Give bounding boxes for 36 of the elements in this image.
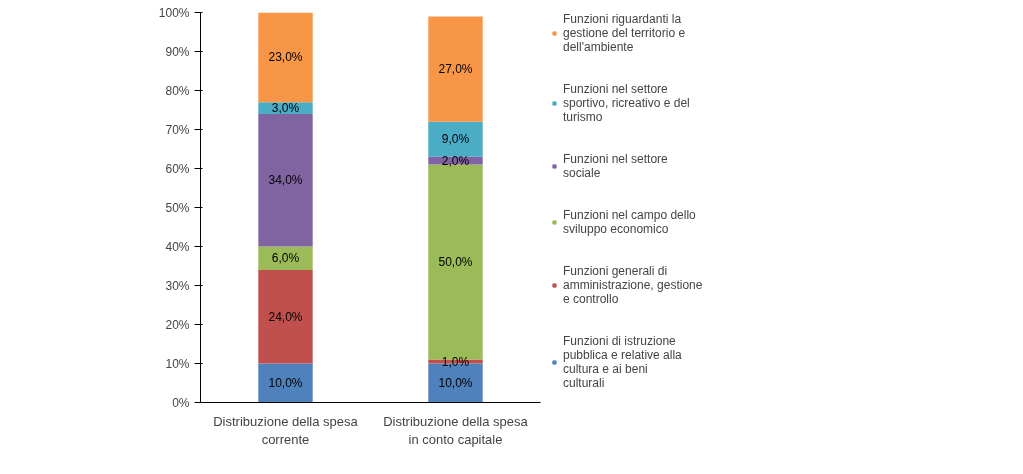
y-tick-label: 40% — [165, 239, 190, 254]
data-label: 50,0% — [438, 255, 473, 270]
y-tick-label: 10% — [165, 356, 190, 371]
y-tick-label: 70% — [165, 122, 190, 137]
y-tick-label: 0% — [172, 395, 190, 410]
data-label: 23,0% — [268, 50, 303, 65]
y-tick-label: 80% — [165, 83, 190, 98]
data-label: 6,0% — [271, 251, 300, 266]
x-tick-label: Distribuzione della spesa corrente — [213, 413, 359, 447]
data-label: 10,0% — [438, 376, 473, 390]
legend-label: Funzioni nel settore sociale — [563, 152, 668, 180]
y-tick-label: 100% — [158, 5, 190, 20]
y-tick-label: 20% — [165, 317, 190, 332]
legend-label: Funzioni di istruzione pubblica e relative alla cultura e ai beni culturali — [563, 334, 682, 390]
data-label: 10,0% — [268, 376, 303, 390]
legend-label: Funzioni riguardanti la gestione del territorio e dell'ambiente — [563, 12, 686, 54]
data-label: 27,0% — [438, 62, 473, 77]
bar — [428, 121, 483, 157]
bar — [258, 363, 313, 403]
x-tick-label: Distribuzione della spesa in conto capitale — [383, 413, 529, 447]
data-label: 2,0% — [441, 153, 470, 168]
bar — [428, 16, 483, 122]
legend-label: Funzioni generali di amministrazione, gestione e controllo — [563, 264, 703, 306]
legend-label: Funzioni nel settore sportivo, ricreativo e del turismo — [563, 82, 690, 124]
data-label: 3,0% — [271, 101, 300, 116]
data-label: 34,0% — [268, 173, 303, 188]
bar — [258, 269, 313, 364]
data-label: 24,0% — [268, 309, 303, 324]
y-tick-label: 50% — [165, 200, 190, 215]
y-tick-label: 60% — [165, 161, 190, 176]
y-tick-label: 90% — [165, 44, 190, 59]
bar — [258, 113, 313, 247]
y-tick-label: 30% — [165, 278, 190, 293]
bar — [258, 12, 313, 103]
data-label: 9,0% — [441, 132, 470, 147]
legend-label: Funzioni nel campo dello sviluppo economico — [563, 208, 696, 236]
